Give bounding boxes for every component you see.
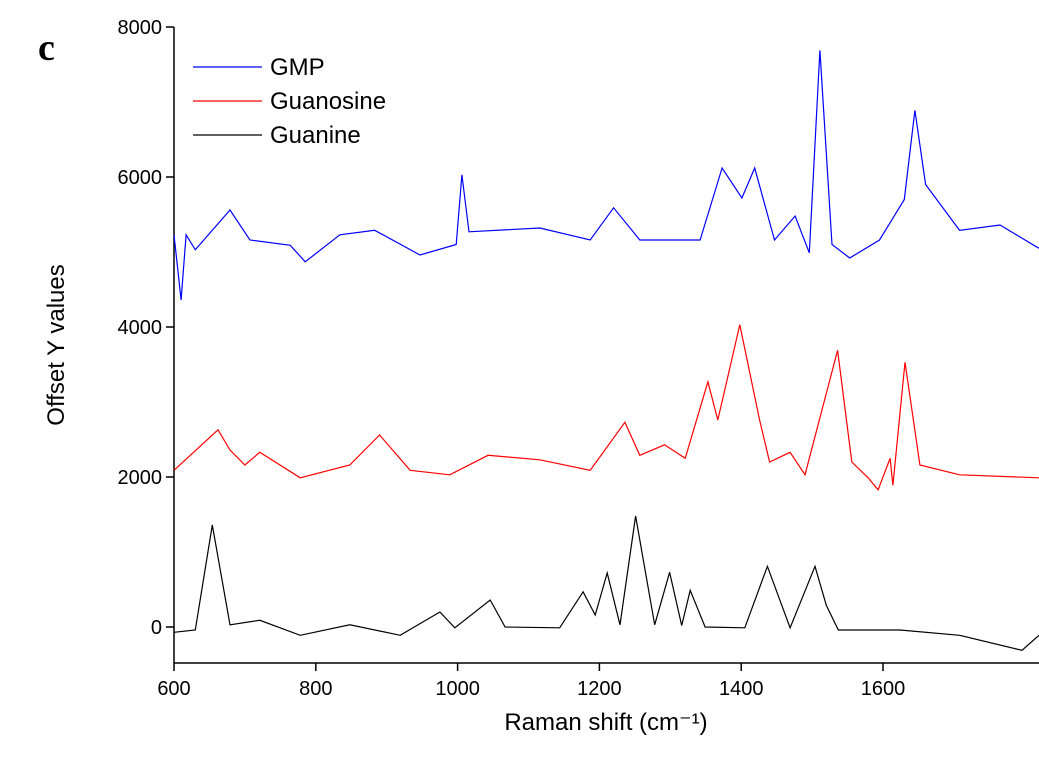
y-axis-label: Offset Y values — [43, 264, 70, 425]
x-tick-label: 1200 — [577, 678, 622, 700]
panel-label: c — [38, 27, 55, 69]
legend-label: Guanine — [270, 122, 361, 149]
x-tick-label: 800 — [299, 678, 332, 700]
y-tick-label: 2000 — [118, 467, 163, 489]
y-tick-label: 4000 — [118, 317, 163, 339]
x-tick-label: 1400 — [719, 678, 764, 700]
y-tick-label: 0 — [151, 617, 162, 639]
x-tick-label: 1600 — [861, 678, 906, 700]
x-axis-label: Raman shift (cm⁻¹) — [504, 709, 707, 736]
legend-label: Guanosine — [270, 88, 386, 115]
x-tick-label: 1000 — [435, 678, 480, 700]
spectrum-line — [173, 50, 1039, 301]
y-tick-label: 8000 — [118, 17, 163, 39]
x-tick-label: 600 — [157, 678, 190, 700]
y-tick-label: 6000 — [118, 167, 163, 189]
spectrum-line — [173, 324, 1039, 491]
legend-label: GMP — [270, 54, 325, 81]
spectrum-line — [173, 515, 1039, 651]
